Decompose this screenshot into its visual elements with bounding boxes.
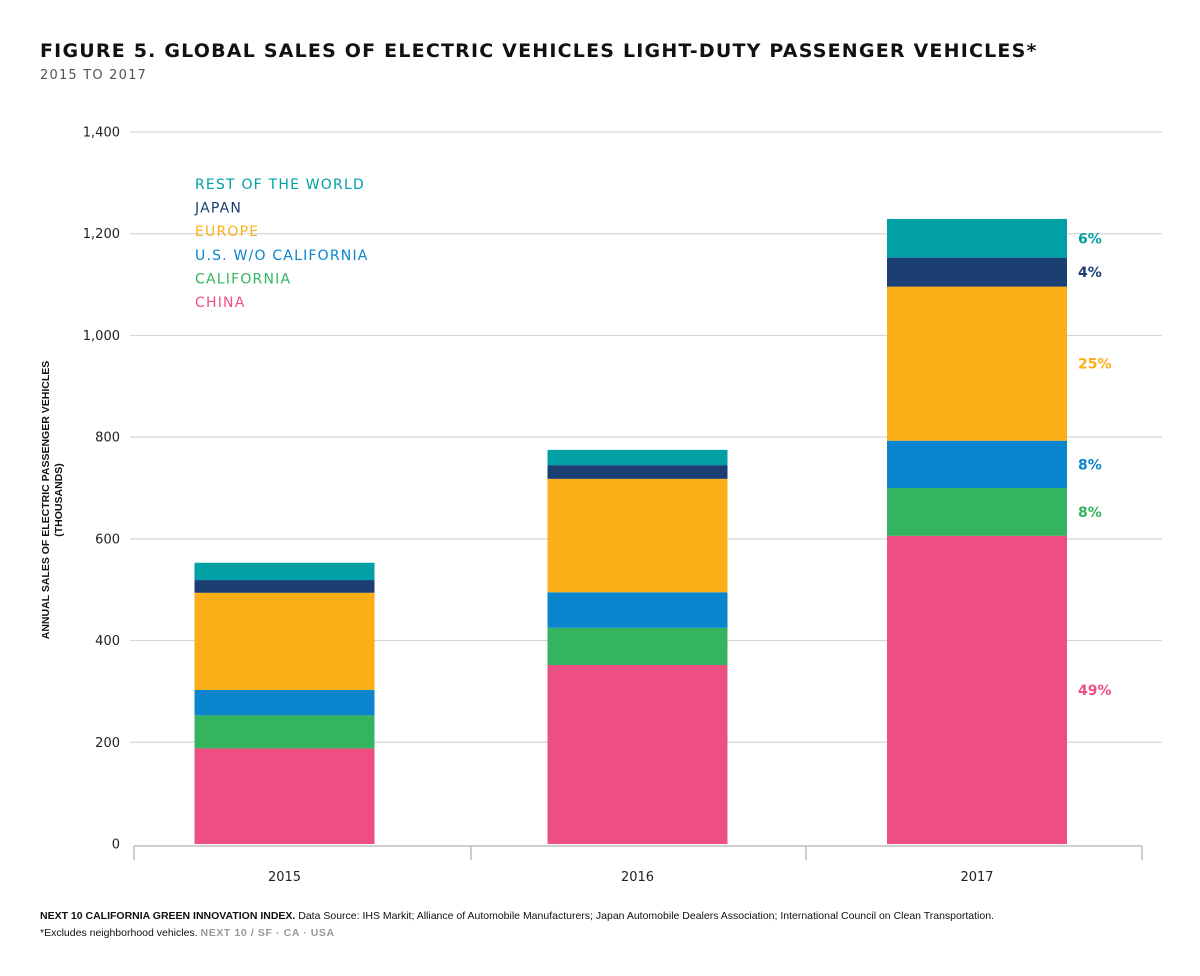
y-tick-label: 800 bbox=[95, 431, 120, 446]
source-line: NEXT 10 CALIFORNIA GREEN INNOVATION INDE… bbox=[40, 908, 1170, 925]
source-text: Data Source: IHS Markit; Alliance of Aut… bbox=[298, 910, 994, 922]
x-axis: 2015 2016 2017 bbox=[133, 845, 1143, 885]
y-tick-label: 1,400 bbox=[83, 126, 120, 141]
bar-segment bbox=[887, 286, 1067, 441]
footer: NEXT 10 CALIFORNIA GREEN INNOVATION INDE… bbox=[40, 908, 1170, 942]
percent-label: 6% bbox=[1078, 231, 1102, 247]
bar-segment bbox=[547, 478, 728, 593]
x-tick-label: 2015 bbox=[268, 870, 301, 885]
y-tick-label: 1,000 bbox=[83, 329, 120, 344]
bar-segment bbox=[887, 535, 1067, 844]
percent-label: 8% bbox=[1078, 505, 1102, 521]
bar-segment bbox=[547, 449, 728, 466]
y-axis-unit: (THOUSANDS) bbox=[53, 463, 65, 537]
bar-segment bbox=[194, 715, 375, 749]
x-tick-label: 2017 bbox=[960, 870, 993, 885]
note-line: *Excludes neighborhood vehicles. NEXT 10… bbox=[40, 925, 1170, 942]
bar-segment bbox=[887, 488, 1067, 536]
bar-segment bbox=[547, 592, 728, 628]
bar-segment bbox=[547, 664, 728, 844]
footnote: *Excludes neighborhood vehicles. bbox=[40, 927, 198, 939]
bar-segment bbox=[194, 689, 375, 716]
y-axis-ticks: 0 200 400 600 800 1,000 1,200 1,400 bbox=[83, 126, 120, 853]
legend-entry: REST OF THE WORLD bbox=[195, 177, 365, 193]
bar-segment bbox=[887, 257, 1067, 287]
y-tick-label: 600 bbox=[95, 532, 120, 547]
legend: REST OF THE WORLD JAPAN EUROPE U.S. W/O CAL… bbox=[194, 177, 369, 311]
bar-segment bbox=[887, 218, 1067, 258]
source-bold: NEXT 10 CALIFORNIA GREEN INNOVATION INDE… bbox=[40, 910, 296, 922]
y-tick-label: 1,200 bbox=[83, 227, 120, 242]
legend-entry: EUROPE bbox=[195, 224, 259, 240]
legend-entry: CALIFORNIA bbox=[195, 271, 291, 287]
y-tick-label: 200 bbox=[95, 736, 120, 751]
percent-annotations: 6% 4% 25% 8% 8% 49% bbox=[1078, 231, 1112, 699]
percent-label: 49% bbox=[1078, 683, 1112, 699]
percent-label: 4% bbox=[1078, 265, 1102, 281]
bar-segment bbox=[194, 748, 375, 844]
bar-segment bbox=[547, 465, 728, 479]
bar-segment bbox=[194, 562, 375, 581]
bar-segment bbox=[887, 440, 1067, 488]
chart-subtitle: 2015 TO 2017 bbox=[40, 68, 148, 83]
x-tick-label: 2016 bbox=[621, 870, 654, 885]
y-tick-label: 400 bbox=[95, 634, 120, 649]
y-tick-label: 0 bbox=[112, 838, 120, 853]
percent-label: 25% bbox=[1078, 357, 1112, 373]
legend-entry: U.S. W/O CALIFORNIA bbox=[195, 248, 369, 264]
percent-label: 8% bbox=[1078, 457, 1102, 473]
bar-segment bbox=[194, 580, 375, 593]
legend-entry: JAPAN bbox=[194, 201, 242, 217]
chart-title: FIGURE 5. GLOBAL SALES OF ELECTRIC VEHIC… bbox=[40, 40, 1038, 62]
bar-segment bbox=[547, 627, 728, 665]
bars bbox=[194, 218, 1067, 844]
bar-segment bbox=[194, 592, 375, 690]
legend-entry: CHINA bbox=[195, 295, 245, 311]
brand-mark: NEXT 10 / SF · CA · USA bbox=[200, 927, 335, 939]
y-axis-title: ANNUAL SALES OF ELECTRIC PASSENGER VEHIC… bbox=[40, 361, 52, 639]
